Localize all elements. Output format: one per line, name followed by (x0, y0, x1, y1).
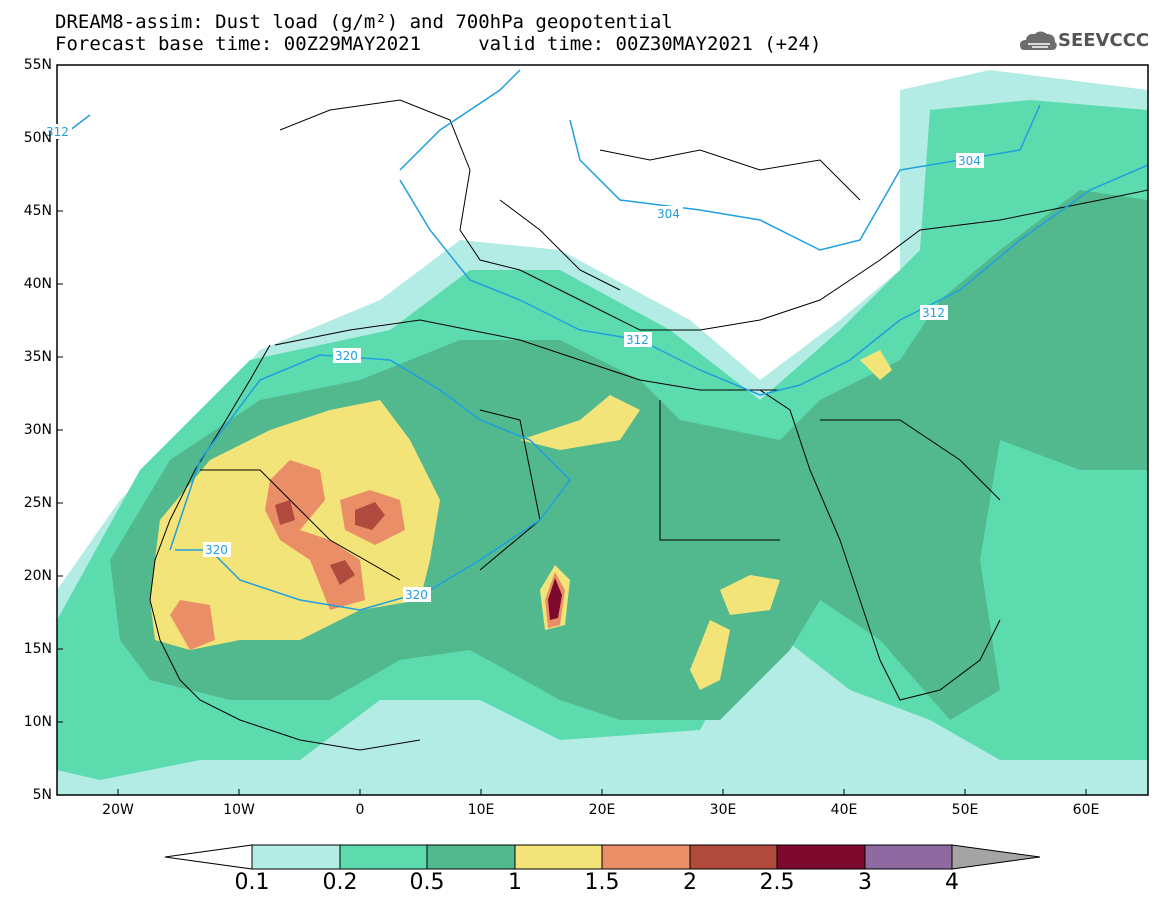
colorbar-label: 2.5 (759, 870, 795, 895)
lon-label: 60E (1072, 802, 1100, 818)
lat-label: 10N (23, 714, 52, 730)
colorbar-label: 3 (858, 870, 872, 895)
lon-label: 40E (830, 802, 858, 818)
cloud-icon (1020, 31, 1057, 50)
lat-label: 15N (23, 641, 52, 657)
contour-label: 312 (46, 125, 69, 139)
lat-label: 50N (23, 130, 52, 146)
contour-label: 312 (626, 333, 649, 347)
lon-label: 30E (709, 802, 737, 818)
contour-label: 304 (657, 207, 680, 221)
lat-label: 25N (23, 495, 52, 511)
contour-label: 320 (335, 349, 358, 363)
contour-label: 312 (922, 306, 945, 320)
contour-label: 304 (958, 154, 981, 168)
lat-label: 40N (23, 276, 52, 292)
map-title: DREAM8-assim: Dust load (g/m²) and 700hP… (55, 11, 673, 33)
lon-label: 20E (588, 802, 616, 818)
lat-label: 5N (32, 787, 52, 803)
colorbar-label: 2 (683, 870, 697, 895)
dust-field (57, 69, 1148, 795)
lat-label: 30N (23, 422, 52, 438)
colorbar-label: 4 (945, 870, 959, 895)
lon-label: 0 (355, 802, 365, 818)
forecast-time: Forecast base time: 00Z29MAY2021 valid t… (55, 33, 822, 55)
colorbar-label: 0.1 (234, 870, 270, 895)
contour-label: 320 (205, 543, 228, 557)
lat-label: 45N (23, 203, 52, 219)
contour-label: 320 (405, 588, 428, 602)
lon-label: 50E (951, 802, 979, 818)
lon-label: 10E (467, 802, 495, 818)
colorbar (164, 844, 1041, 870)
logo-text: SEEVCCC (1058, 30, 1150, 51)
lon-label: 10W (223, 802, 255, 818)
lat-label: 55N (23, 57, 52, 73)
colorbar-label: 0.2 (322, 870, 358, 895)
colorbar-label: 1.5 (584, 870, 620, 895)
lon-label: 20W (102, 802, 134, 818)
colorbar-label: 1 (508, 870, 522, 895)
lat-label: 35N (23, 349, 52, 365)
colorbar-label: 0.5 (409, 870, 445, 895)
lat-label: 20N (23, 568, 52, 584)
